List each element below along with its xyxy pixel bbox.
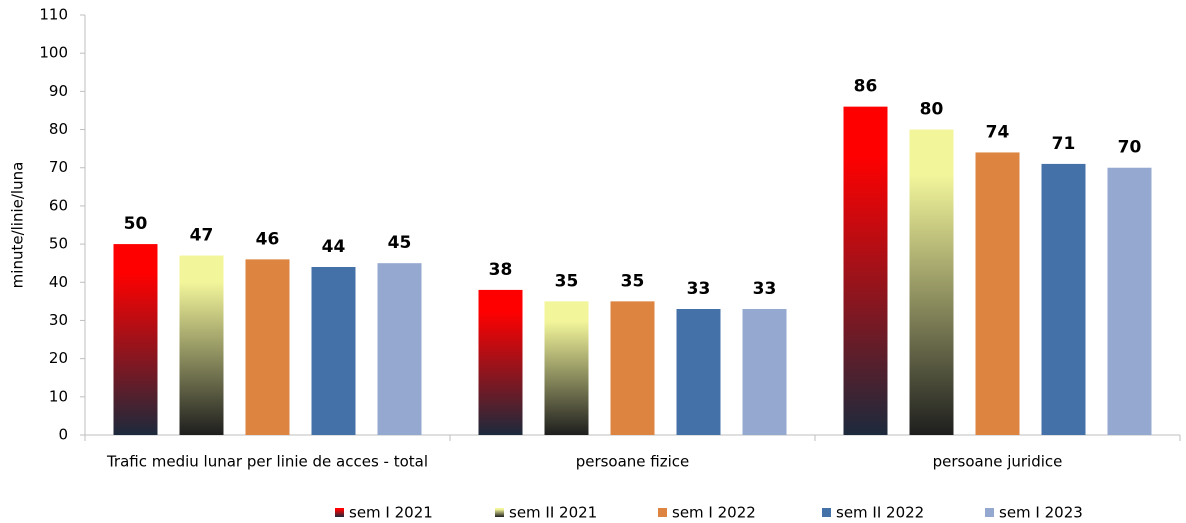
y-tick-label: 20: [49, 349, 68, 367]
legend-swatch: [985, 508, 994, 517]
legend-swatch: [658, 508, 667, 517]
y-axis-label: minute/linie/luna: [9, 162, 27, 289]
value-label: 71: [1052, 134, 1076, 154]
value-label: 33: [687, 279, 711, 299]
y-tick-label: 50: [49, 235, 68, 253]
bar: [377, 263, 422, 435]
value-label: 86: [854, 77, 878, 97]
value-label: 45: [388, 233, 412, 253]
bar: [1107, 167, 1152, 435]
value-label: 80: [920, 100, 944, 120]
value-label: 38: [489, 260, 513, 280]
legend-label: sem I 2022: [672, 504, 756, 522]
value-label: 50: [124, 214, 148, 234]
y-tick-label: 90: [49, 82, 68, 100]
value-label: 35: [555, 271, 579, 291]
y-tick-label: 110: [39, 6, 68, 24]
bar: [1041, 163, 1086, 435]
y-tick-label: 30: [49, 311, 68, 329]
y-tick-label: 80: [49, 120, 68, 138]
value-label: 33: [753, 279, 777, 299]
value-label: 74: [986, 122, 1010, 142]
value-label: 44: [322, 237, 346, 257]
legend-label: sem II 2021: [509, 504, 597, 522]
bar: [478, 289, 523, 435]
bar: [742, 309, 787, 435]
legend-label: sem II 2022: [836, 504, 924, 522]
legend-label: sem I 2023: [999, 504, 1083, 522]
x-tick-label: persoane juridice: [933, 453, 1063, 471]
bar: [179, 255, 224, 435]
value-label: 35: [621, 271, 645, 291]
y-tick-label: 0: [58, 426, 68, 444]
y-tick-label: 70: [49, 158, 68, 176]
y-tick-label: 10: [49, 387, 68, 405]
legend-swatch: [335, 508, 344, 517]
y-tick-label: 60: [49, 196, 68, 214]
legend-swatch: [495, 508, 504, 517]
y-tick-label: 40: [49, 273, 68, 291]
value-label: 46: [256, 229, 280, 249]
bar: [676, 309, 721, 435]
bar: [311, 267, 356, 435]
bar: [909, 129, 954, 435]
value-label: 47: [190, 226, 214, 246]
legend-swatch: [822, 508, 831, 517]
bar: [544, 301, 589, 435]
x-tick-label: persoane fizice: [576, 453, 690, 471]
legend-label: sem I 2021: [349, 504, 433, 522]
x-tick-label: Trafic mediu lunar per linie de acces - …: [106, 453, 428, 471]
bar: [245, 259, 290, 435]
bar: [610, 301, 655, 435]
bar: [843, 106, 888, 436]
value-label: 70: [1118, 138, 1142, 158]
bar: [113, 244, 158, 435]
y-tick-label: 100: [39, 44, 68, 62]
bar: [975, 152, 1020, 436]
